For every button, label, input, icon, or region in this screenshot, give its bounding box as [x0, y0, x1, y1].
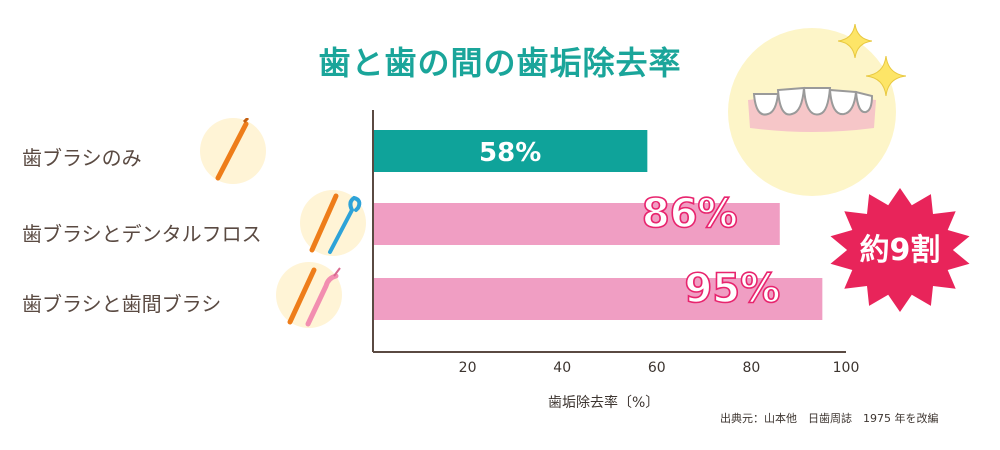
data-label: 86%	[642, 191, 738, 237]
bar	[373, 130, 648, 172]
x-axis-label: 歯垢除去率〔%〕	[548, 395, 660, 411]
badge-text: 約9割	[860, 233, 941, 268]
sparkle-icon	[838, 24, 872, 58]
x-tick-label: 100	[833, 360, 860, 376]
bar	[373, 203, 780, 245]
x-tick-label: 60	[648, 360, 666, 376]
category-label: 歯ブラシのみ	[22, 146, 142, 170]
sparkle-icon	[866, 56, 906, 96]
data-label: 58%	[479, 138, 541, 168]
x-tick-label: 80	[742, 360, 760, 376]
badge-burst: 約9割	[830, 188, 970, 312]
source-note: 出典元：山本他 日歯周誌 1975 年を改編	[720, 412, 939, 425]
toothbrush-icon	[200, 118, 266, 184]
category-label: 歯ブラシとデンタルフロス	[22, 222, 262, 246]
category-label: 歯ブラシと歯間ブラシ	[22, 292, 222, 316]
teeth-illustration	[728, 28, 896, 196]
toothbrush-interdental-brush-icon	[276, 262, 342, 328]
toothbrush-floss-icon	[300, 190, 366, 256]
chart-title: 歯と歯の間の歯垢除去率	[318, 44, 682, 82]
x-tick-label: 40	[553, 360, 571, 376]
x-tick-label: 20	[459, 360, 477, 376]
bar	[373, 278, 823, 320]
data-label: 95%	[684, 266, 780, 312]
